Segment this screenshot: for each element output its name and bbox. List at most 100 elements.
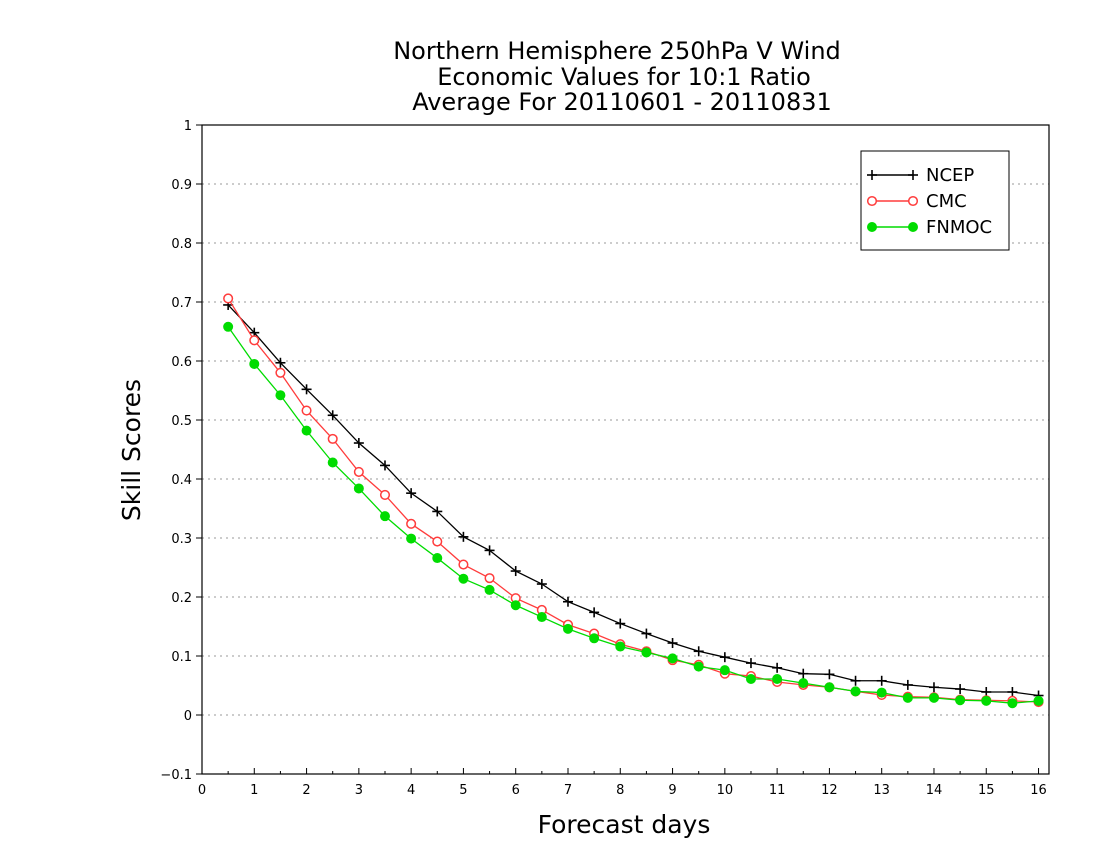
x-tick-label: 15 xyxy=(978,783,995,798)
data-point-fnmoc xyxy=(693,661,704,672)
data-point-ncep xyxy=(562,596,573,607)
chart-title-line-3: Average For 20110601 - 20110831 xyxy=(412,88,832,116)
y-tick-label: 0.8 xyxy=(171,237,192,252)
plot-frame xyxy=(201,124,1050,775)
data-point-fnmoc xyxy=(745,674,756,685)
data-point-cmc xyxy=(353,466,364,477)
data-point-fnmoc xyxy=(432,553,443,564)
y-tick-label: 1 xyxy=(184,119,192,134)
data-point-ncep xyxy=(772,662,783,673)
data-point-ncep xyxy=(955,684,966,695)
data-point-fnmoc xyxy=(798,678,809,689)
data-point-ncep xyxy=(641,628,652,639)
x-tick-label: 12 xyxy=(821,783,838,798)
x-tick-label: 4 xyxy=(407,783,415,798)
data-point-fnmoc xyxy=(981,695,992,706)
data-point-cmc xyxy=(379,489,391,500)
y-tick-label: 0.9 xyxy=(171,178,192,193)
data-point-ncep xyxy=(327,410,338,421)
y-tick-label: 0.1 xyxy=(171,650,192,665)
y-tick-label: 0.4 xyxy=(171,473,192,488)
data-point-cmc xyxy=(432,536,443,547)
data-point-ncep xyxy=(615,618,626,629)
data-point-fnmoc xyxy=(1007,698,1018,709)
x-tick-label: 1 xyxy=(250,783,258,798)
legend-marker-cmc xyxy=(866,195,878,207)
data-point-ncep xyxy=(693,646,704,657)
data-point-fnmoc xyxy=(928,692,939,703)
data-point-ncep xyxy=(745,658,756,669)
data-point-fnmoc xyxy=(275,390,286,401)
y-tick-label: 0.5 xyxy=(171,414,192,429)
data-point-fnmoc xyxy=(458,573,469,584)
legend: NCEP CMC FNMOC xyxy=(860,150,1010,251)
data-point-cmc xyxy=(223,293,234,304)
data-point-ncep xyxy=(667,638,678,649)
x-tick-label: 16 xyxy=(1030,783,1047,798)
data-point-fnmoc xyxy=(667,653,678,664)
legend-marker-cmc xyxy=(907,195,919,207)
chart-title-line-1: Northern Hemisphere 250hPa V Wind xyxy=(393,37,841,65)
data-point-ncep xyxy=(1007,686,1018,697)
y-tick-label: 0.6 xyxy=(171,355,192,370)
x-tick-label: 6 xyxy=(512,783,520,798)
series-fnmoc xyxy=(223,321,1044,709)
x-tick-label: 5 xyxy=(459,783,467,798)
data-point-ncep xyxy=(536,579,547,590)
data-point-ncep xyxy=(850,675,861,686)
data-point-fnmoc xyxy=(379,511,390,522)
data-point-ncep xyxy=(589,607,600,618)
data-point-cmc xyxy=(275,367,286,378)
data-point-cmc xyxy=(458,559,469,570)
data-point-ncep xyxy=(379,460,390,471)
data-point-fnmoc xyxy=(615,641,626,652)
data-point-fnmoc xyxy=(484,584,495,595)
y-tick-label: 0.2 xyxy=(171,591,192,606)
data-point-cmc xyxy=(484,573,495,584)
x-axis-label: Forecast days xyxy=(538,810,711,839)
data-point-ncep xyxy=(301,384,312,395)
data-point-fnmoc xyxy=(589,633,600,644)
legend-label-ncep: NCEP xyxy=(926,165,974,186)
data-point-cmc xyxy=(301,405,312,416)
data-point-fnmoc xyxy=(406,533,417,544)
x-tick-label: 8 xyxy=(616,783,624,798)
data-point-fnmoc xyxy=(850,686,861,697)
data-point-fnmoc xyxy=(641,647,652,658)
y-tick-label: 0.7 xyxy=(171,296,192,311)
x-tick-label: 0 xyxy=(198,783,206,798)
legend-items: NCEP CMC FNMOC xyxy=(866,165,992,238)
data-point-fnmoc xyxy=(876,687,887,698)
data-point-fnmoc xyxy=(510,600,521,611)
data-point-fnmoc xyxy=(955,695,966,706)
data-point-ncep xyxy=(824,669,835,680)
data-point-ncep xyxy=(432,506,443,517)
data-point-cmc xyxy=(406,518,417,529)
data-point-ncep xyxy=(798,668,809,679)
data-point-ncep xyxy=(902,679,913,690)
legend-label-cmc: CMC xyxy=(926,191,967,212)
data-point-fnmoc xyxy=(536,612,547,623)
axis-ticks: −0.100.10.20.30.40.50.60.70.80.910 1 2 3 4 5 6… xyxy=(160,119,1046,798)
data-point-ncep xyxy=(928,682,939,693)
legend-marker-ncep xyxy=(867,170,877,180)
data-point-ncep xyxy=(275,357,286,368)
data-point-fnmoc xyxy=(301,425,312,436)
data-point-ncep xyxy=(484,545,495,556)
legend-item-fnmoc: FNMOC xyxy=(867,217,992,238)
y-tick-label: 0 xyxy=(184,709,192,724)
x-tick-label: 7 xyxy=(564,783,572,798)
legend-item-ncep: NCEP xyxy=(867,165,974,186)
x-tick-label: 11 xyxy=(769,783,786,798)
data-point-fnmoc xyxy=(902,692,913,703)
data-point-cmc xyxy=(327,433,338,444)
data-point-fnmoc xyxy=(327,457,338,468)
y-tick-label: −0.1 xyxy=(160,768,192,783)
data-point-fnmoc xyxy=(719,665,730,676)
x-tick-label: 10 xyxy=(717,783,734,798)
data-point-ncep xyxy=(719,652,730,663)
data-point-ncep xyxy=(876,675,887,686)
data-point-ncep xyxy=(458,531,469,542)
